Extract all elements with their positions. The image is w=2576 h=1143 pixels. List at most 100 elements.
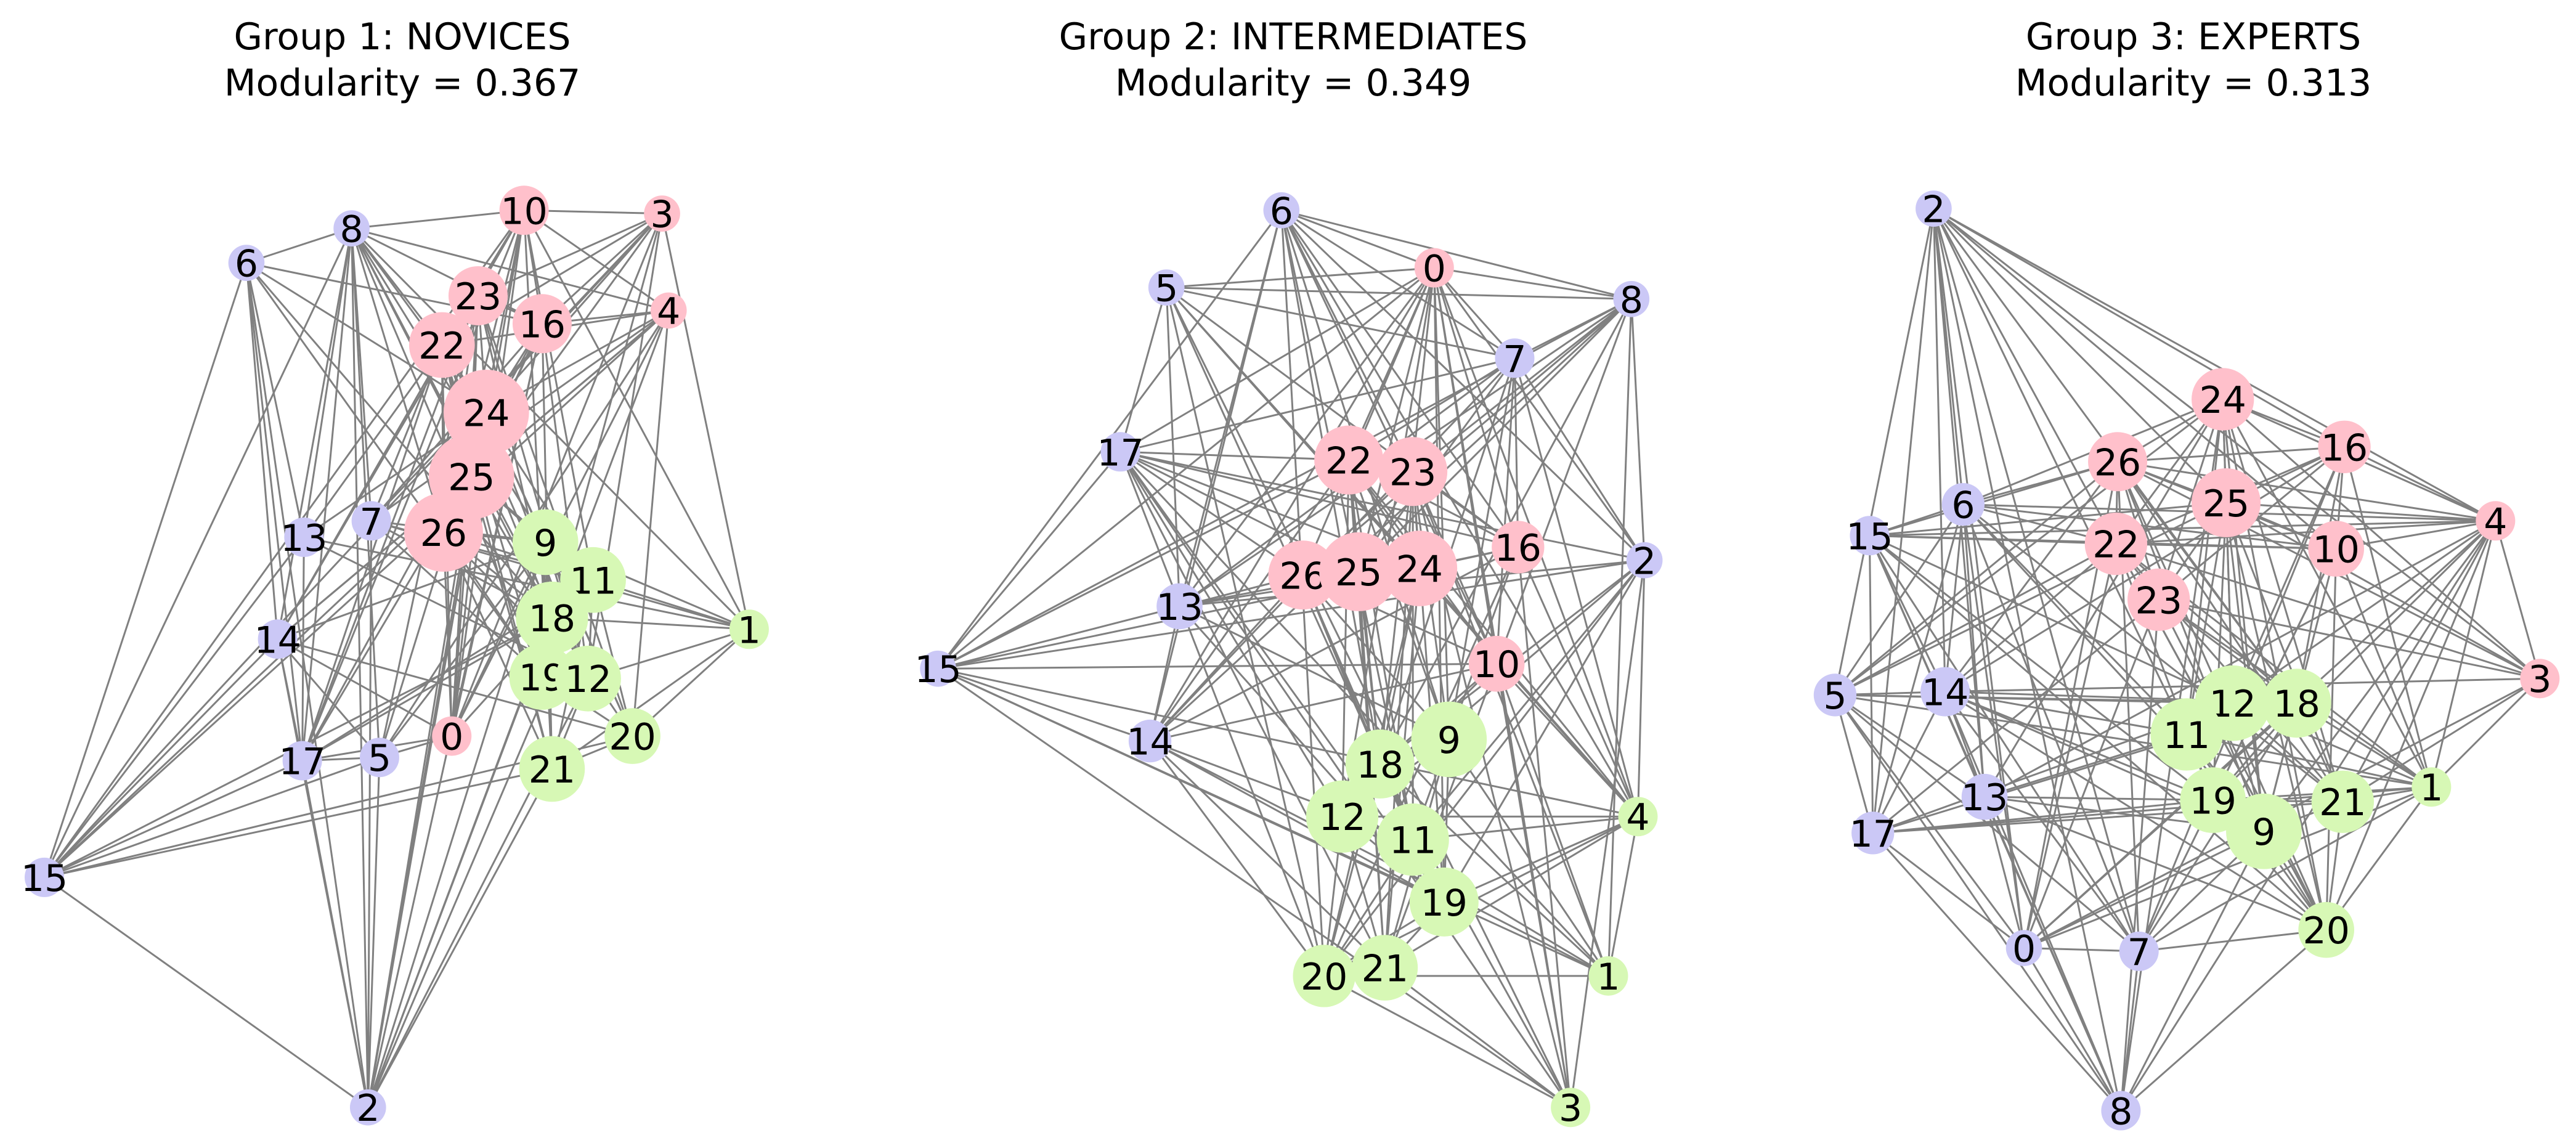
edge [1933, 208, 2227, 503]
edge [1412, 471, 1450, 740]
edge [2115, 543, 2298, 704]
edge [351, 227, 669, 312]
node-label: 23 [455, 275, 502, 319]
edge [1944, 691, 2214, 801]
node-label: 25 [448, 456, 495, 499]
panel-subtitle: Modularity = 0.349 [1115, 62, 1472, 105]
node-label: 13 [280, 517, 327, 560]
edge [1933, 208, 2497, 522]
node [1378, 437, 1448, 506]
edge [1834, 694, 2122, 1112]
node [509, 644, 575, 710]
edge [2494, 520, 2541, 679]
node [1850, 516, 1890, 556]
edge [43, 476, 473, 878]
edge [301, 344, 443, 762]
edge [2138, 786, 2432, 953]
node [1376, 803, 1449, 876]
node-label: 1 [1596, 956, 1620, 999]
node-label: 17 [278, 741, 325, 784]
panel-subtitle: Modularity = 0.313 [2015, 62, 2372, 105]
node-label: 13 [1156, 586, 1203, 629]
edge [2225, 502, 2541, 680]
edge [2120, 831, 2265, 1112]
edge [1495, 664, 1572, 1108]
node [1916, 190, 1952, 227]
edge [2120, 520, 2497, 1112]
node-label: 18 [2273, 683, 2320, 726]
edge [351, 228, 369, 1108]
edge [1517, 547, 1572, 1108]
edge [1433, 267, 1516, 359]
node [2308, 521, 2365, 577]
node [1468, 635, 1525, 692]
node-label: 8 [340, 208, 364, 251]
node [1588, 956, 1628, 996]
edge [246, 262, 487, 413]
node-label: 19 [1421, 882, 1468, 925]
edge [245, 262, 304, 761]
edge [1495, 663, 1609, 977]
edge [1872, 599, 2160, 834]
edge [1963, 503, 2336, 550]
edge [1517, 547, 1639, 817]
node-label: 16 [1495, 527, 1542, 570]
node [284, 517, 324, 557]
edge [44, 876, 369, 1108]
edge [301, 760, 369, 1108]
edge [351, 228, 381, 758]
edge [1120, 357, 1515, 453]
edge [1962, 503, 2188, 735]
edge [2325, 786, 2432, 931]
node [1411, 701, 1487, 778]
edge [2158, 598, 2540, 680]
edge [1834, 461, 2119, 696]
node [2005, 930, 2042, 966]
edge [245, 262, 543, 678]
node [443, 369, 529, 455]
node-label: 0 [1423, 248, 1446, 291]
edge [1119, 287, 1168, 452]
edge [1302, 267, 1436, 576]
edge [1869, 460, 2118, 537]
node-label: 0 [440, 716, 463, 759]
edge [1433, 267, 1450, 739]
node [1618, 797, 1658, 837]
node [333, 210, 370, 246]
node-label: 11 [1389, 820, 1436, 863]
node-label: 21 [2319, 781, 2366, 824]
edge [245, 262, 369, 1108]
edge [1384, 815, 1639, 969]
node [1492, 521, 1545, 574]
node [2298, 901, 2355, 958]
edge [1433, 267, 1519, 548]
edge [1280, 209, 1519, 548]
edge [2431, 678, 2541, 788]
node [2311, 770, 2375, 833]
node-label: 4 [1626, 796, 1649, 839]
edge [1166, 287, 1515, 359]
edge [1120, 450, 1519, 548]
edge [1119, 451, 1325, 977]
node-label: 12 [564, 658, 611, 701]
edge [1412, 559, 1646, 840]
node-label: 4 [2484, 500, 2507, 543]
node-label: 6 [1270, 190, 1293, 233]
edge [1418, 567, 1639, 818]
edge [2344, 445, 2497, 522]
node [512, 294, 572, 354]
node-label: 15 [21, 857, 68, 900]
edge [1944, 504, 1964, 692]
edge [1495, 358, 1516, 664]
edge [1412, 815, 1638, 841]
node-label: 17 [1850, 813, 1896, 856]
node-label: 6 [235, 243, 258, 286]
edge [2222, 399, 2432, 787]
node-label: 23 [1389, 451, 1436, 494]
edge [1869, 519, 2496, 537]
edge [1834, 502, 2227, 696]
edge [2023, 830, 2265, 949]
edge [938, 662, 1497, 670]
edge [1149, 740, 1609, 977]
